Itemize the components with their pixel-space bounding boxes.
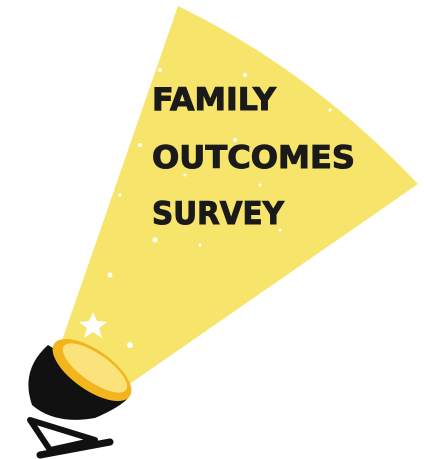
spotlight-logo: FAMILY OUTCOMES SURVEY (0, 0, 424, 459)
title-line: FAMILY (152, 82, 277, 118)
title-line: OUTCOMES (152, 140, 355, 176)
page: {"title": {"lines": ["FAMILY", "OUTCOMES… (0, 0, 424, 459)
title-line: SURVEY (152, 196, 285, 232)
